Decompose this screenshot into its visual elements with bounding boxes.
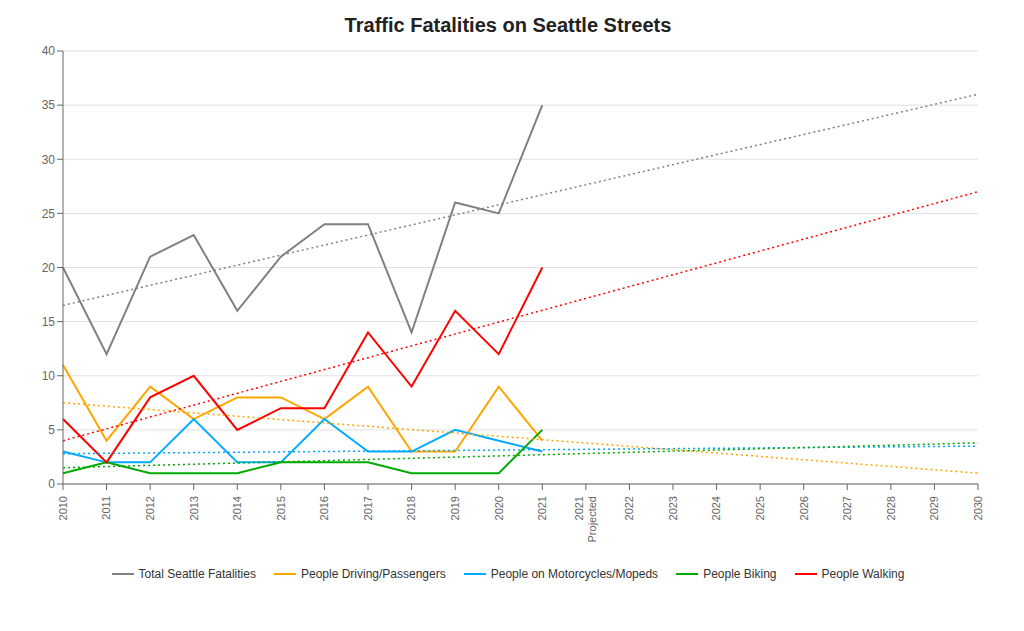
svg-text:2011: 2011 <box>100 496 112 520</box>
svg-text:2026: 2026 <box>798 496 810 520</box>
svg-text:2024: 2024 <box>710 496 722 520</box>
svg-text:2027: 2027 <box>841 496 853 520</box>
svg-text:0: 0 <box>48 477 55 491</box>
svg-text:2025: 2025 <box>754 496 766 520</box>
html-text:Traffic Fatalities on Seattle: Traffic Fatalities on Seattle Streets <box>344 14 672 36</box>
svg-text:2030: 2030 <box>972 496 984 520</box>
svg-text:2018: 2018 <box>405 496 417 520</box>
html-text:People on Motorcycles/Mopeds: People on Motorcycles/Mopeds <box>490 567 659 581</box>
html-text:Total Seattle Fatalities: Total Seattle Fatalities <box>138 567 256 581</box>
svg-text:40: 40 <box>42 44 56 58</box>
svg-text:2017: 2017 <box>362 496 374 520</box>
svg-text:25: 25 <box>42 207 56 221</box>
svg-text:2014: 2014 <box>231 496 243 520</box>
svg-text:5: 5 <box>48 423 55 437</box>
html-text:People Biking: People Biking <box>703 567 777 581</box>
svg-text:2015: 2015 <box>275 496 287 520</box>
svg-text:2013: 2013 <box>188 496 200 520</box>
svg-text:2010: 2010 <box>57 496 69 520</box>
svg-text:20: 20 <box>42 261 56 275</box>
svg-text:2019: 2019 <box>449 496 461 520</box>
html-text:People Driving/Passengers: People Driving/Passengers <box>301 567 446 581</box>
svg-text:10: 10 <box>42 369 56 383</box>
svg-text:2012: 2012 <box>144 496 156 520</box>
svg-text:2029: 2029 <box>928 496 940 520</box>
svg-text:2022: 2022 <box>623 496 635 520</box>
html-text:People Walking: People Walking <box>821 567 905 581</box>
svg-text:2021Projected: 2021Projected <box>573 496 598 542</box>
svg-text:2020: 2020 <box>493 496 505 520</box>
svg-text:2021: 2021 <box>536 496 548 520</box>
svg-text:2023: 2023 <box>667 496 679 520</box>
svg-text:30: 30 <box>42 153 56 167</box>
svg-text:15: 15 <box>42 315 56 329</box>
svg-text:35: 35 <box>42 98 56 112</box>
svg-text:2016: 2016 <box>318 496 330 520</box>
svg-text:2028: 2028 <box>885 496 897 520</box>
